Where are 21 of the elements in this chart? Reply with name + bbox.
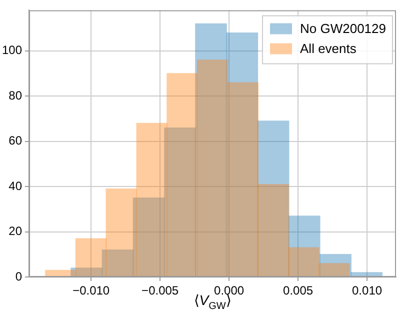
bar — [318, 263, 350, 277]
bar — [196, 60, 228, 277]
x-tick-label: 0.010 — [352, 284, 382, 298]
y-tick-label: 60 — [8, 134, 22, 148]
y-tick-label: 80 — [8, 88, 22, 102]
bar — [106, 188, 137, 277]
y-tick-label: 40 — [8, 178, 22, 193]
y-tick-label: 0 — [15, 269, 22, 284]
legend-label: No GW200129 — [300, 20, 386, 36]
y-tick-label: 20 — [8, 224, 22, 238]
legend-label: All events — [300, 40, 357, 56]
x-tick-label: 0.005 — [283, 284, 314, 298]
bar — [75, 238, 106, 277]
y-tick-label: 100 — [2, 43, 22, 58]
bar — [288, 247, 320, 277]
bar — [258, 184, 289, 277]
x-tick-label: −0.010 — [72, 284, 110, 298]
bar — [166, 73, 198, 277]
bar — [136, 122, 168, 277]
bar — [227, 82, 259, 277]
x-tick-label: −0.005 — [142, 284, 179, 298]
